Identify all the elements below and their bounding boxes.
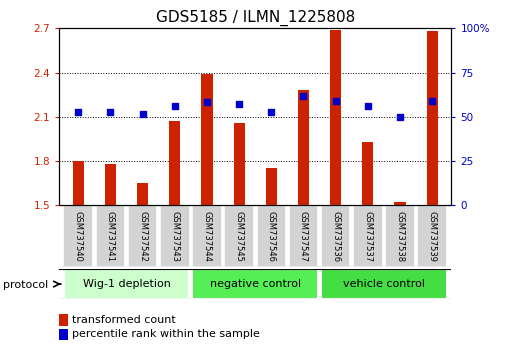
Point <box>203 99 211 105</box>
Bar <box>160 205 190 267</box>
Text: GSM737540: GSM737540 <box>74 211 83 262</box>
Text: GSM737541: GSM737541 <box>106 211 115 262</box>
Point <box>106 110 114 115</box>
Point <box>235 101 243 107</box>
Text: GSM737537: GSM737537 <box>363 211 372 262</box>
Bar <box>353 205 383 267</box>
Text: GSM737539: GSM737539 <box>428 211 437 262</box>
Bar <box>321 205 350 267</box>
Bar <box>192 205 222 267</box>
Bar <box>95 205 125 267</box>
Point <box>364 104 372 109</box>
Bar <box>418 205 447 267</box>
Point <box>396 114 404 120</box>
Point <box>428 98 436 103</box>
Bar <box>137 183 148 205</box>
Text: GSM737536: GSM737536 <box>331 211 340 262</box>
Bar <box>169 121 181 205</box>
Text: GSM737542: GSM737542 <box>138 211 147 262</box>
Bar <box>362 142 373 205</box>
Bar <box>321 269 447 299</box>
Point <box>331 98 340 103</box>
Text: GSM737543: GSM737543 <box>170 211 180 262</box>
Title: GDS5185 / ILMN_1225808: GDS5185 / ILMN_1225808 <box>155 9 355 25</box>
Bar <box>298 90 309 205</box>
Bar <box>256 205 286 267</box>
Bar <box>128 205 157 267</box>
Bar <box>385 205 415 267</box>
Bar <box>105 164 116 205</box>
Point <box>267 110 275 115</box>
Text: GSM737546: GSM737546 <box>267 211 276 262</box>
Bar <box>192 269 318 299</box>
Bar <box>330 30 341 205</box>
Text: transformed count: transformed count <box>72 315 175 325</box>
Text: GSM737538: GSM737538 <box>396 211 404 262</box>
Bar <box>233 123 245 205</box>
Text: GSM737544: GSM737544 <box>203 211 211 262</box>
Point <box>171 104 179 109</box>
Text: GSM737547: GSM737547 <box>299 211 308 262</box>
Bar <box>394 202 406 205</box>
Text: negative control: negative control <box>210 279 301 289</box>
Point <box>74 110 83 115</box>
Bar <box>64 269 189 299</box>
Bar <box>201 74 212 205</box>
Text: GSM737545: GSM737545 <box>234 211 244 262</box>
Point <box>139 111 147 117</box>
Text: protocol: protocol <box>3 280 48 290</box>
Bar <box>289 205 318 267</box>
Text: vehicle control: vehicle control <box>343 279 425 289</box>
Bar <box>426 31 438 205</box>
Bar <box>73 161 84 205</box>
Text: percentile rank within the sample: percentile rank within the sample <box>72 329 260 339</box>
Bar <box>266 169 277 205</box>
Bar <box>64 205 93 267</box>
Bar <box>224 205 254 267</box>
Point <box>300 93 308 99</box>
Text: Wig-1 depletion: Wig-1 depletion <box>83 279 170 289</box>
